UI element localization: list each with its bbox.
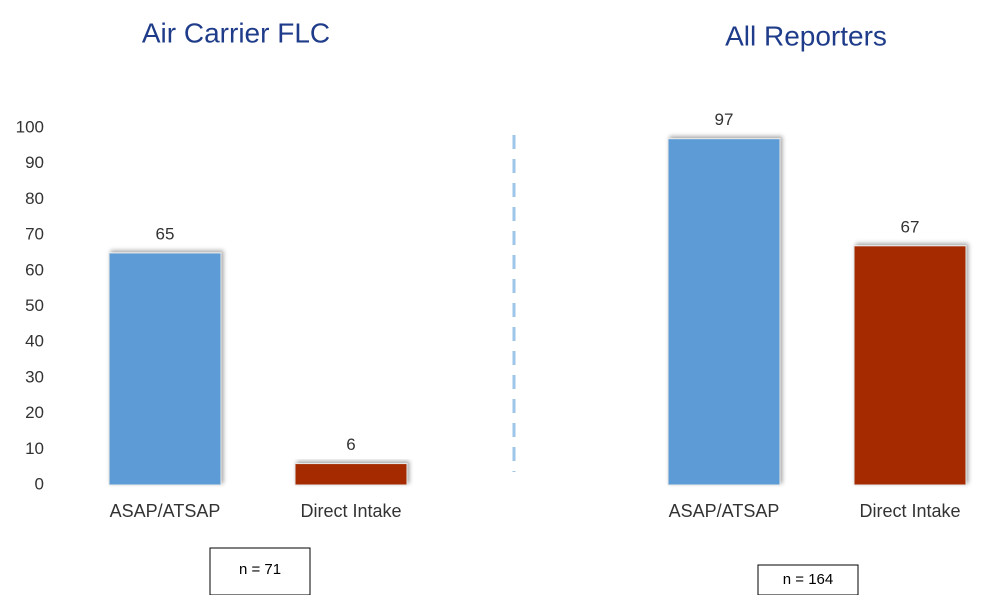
y-tick-label: 90 (25, 153, 44, 172)
data-label: 6 (346, 435, 355, 454)
bar (853, 245, 967, 486)
panel-title: Air Carrier FLC (142, 17, 330, 48)
x-tick-label: ASAP/ATSAP (669, 501, 780, 521)
y-tick-label: 10 (25, 439, 44, 458)
y-tick-label: 50 (25, 296, 44, 315)
data-label: 67 (901, 217, 920, 236)
y-tick-label: 30 (25, 367, 44, 386)
y-tick-label: 60 (25, 260, 44, 279)
note: n = 71 (239, 561, 281, 578)
bar (108, 252, 222, 486)
x-tick-label: ASAP/ATSAP (110, 501, 221, 521)
bar (667, 138, 781, 486)
panel-title: All Reporters (725, 20, 887, 51)
x-tick-label: Direct Intake (300, 501, 401, 521)
y-tick-label: 100 (16, 117, 44, 136)
note: n = 164 (783, 571, 833, 588)
note-box (757, 564, 859, 595)
y-tick-label: 0 (35, 474, 44, 493)
data-label: 65 (156, 224, 175, 243)
y-tick-label: 40 (25, 332, 44, 351)
y-tick-label: 80 (25, 189, 44, 208)
x-tick-label: Direct Intake (859, 501, 960, 521)
y-tick-label: 70 (25, 225, 44, 244)
bar (294, 463, 408, 486)
y-tick-label: 20 (25, 403, 44, 422)
note-box (209, 547, 311, 595)
data-label: 97 (715, 110, 734, 129)
